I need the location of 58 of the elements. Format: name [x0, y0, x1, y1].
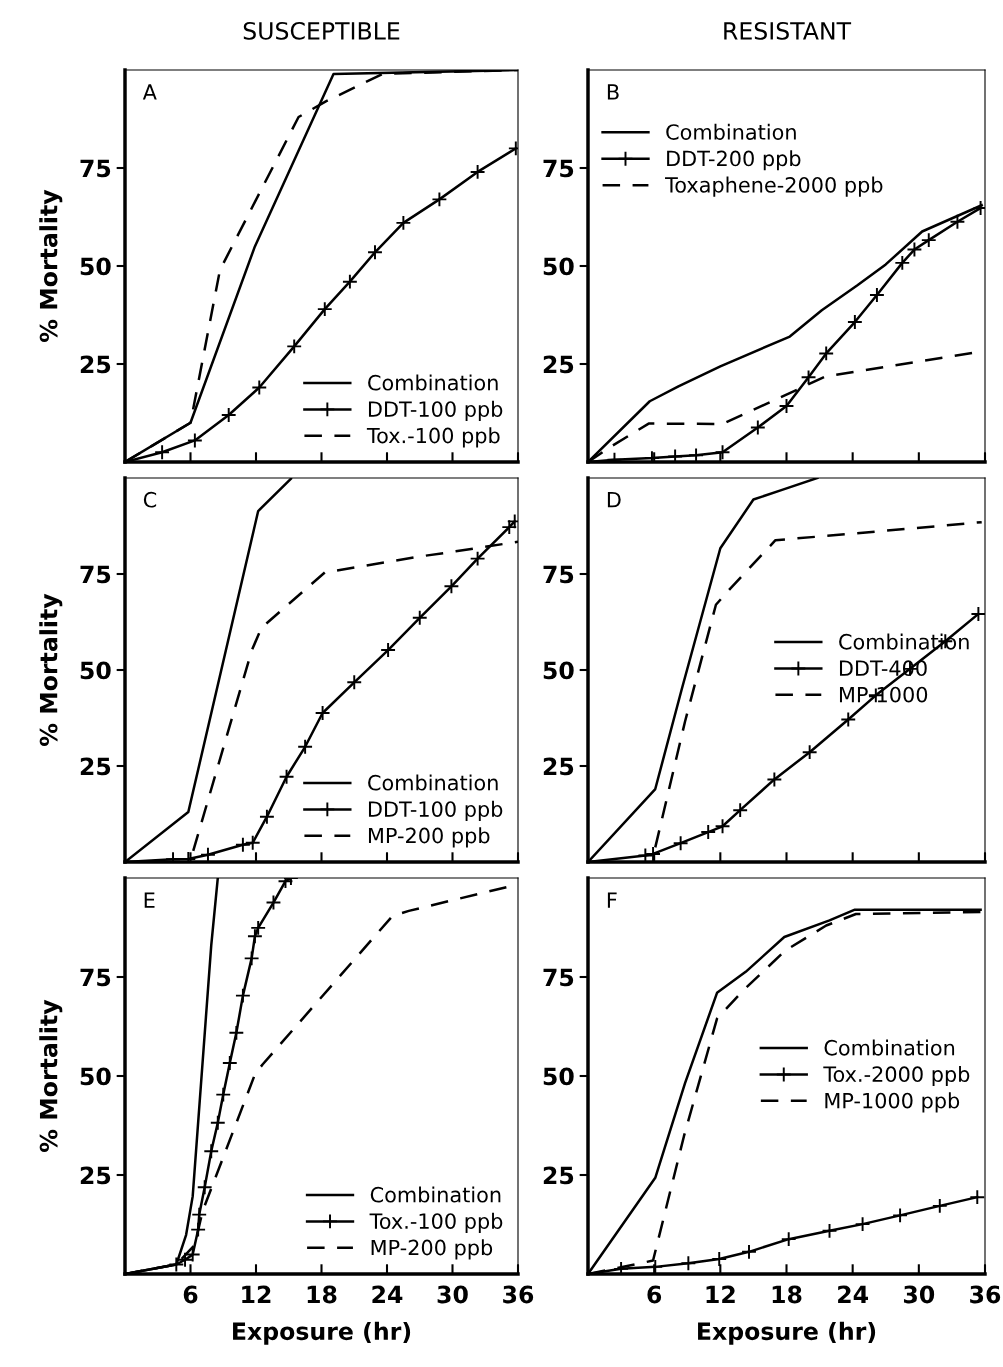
legend-label: Tox.-100 ppb	[369, 1212, 503, 1233]
x-tick-label: 12	[242, 1285, 271, 1304]
y-tick-label: 75	[543, 565, 574, 584]
legend-label: DDT-100 ppb	[368, 400, 503, 421]
legend-label: MP-200 ppb	[371, 1239, 493, 1260]
y-tick-label: 75	[80, 159, 111, 178]
legend-label: DDT-200 ppb	[667, 150, 801, 171]
y-axis-title: % Mortality	[39, 189, 63, 342]
legend-label: Tox.-100 ppb	[366, 427, 500, 448]
x-tick-label: 36	[970, 1285, 1001, 1304]
y-tick-label: 75	[543, 159, 574, 178]
y-tick-label: 25	[543, 1166, 574, 1185]
y-tick-label: 50	[80, 1067, 111, 1086]
y-tick-label: 25	[80, 355, 111, 374]
x-tick-label: 18	[307, 1285, 337, 1304]
annotation: F	[607, 892, 617, 908]
legend-label: Toxaphene-2000 ppb	[665, 176, 883, 197]
y-tick-label: 25	[543, 355, 574, 374]
x-axis-title: Exposure (hr)	[233, 1321, 411, 1345]
legend-label: Combination	[824, 1039, 955, 1056]
legend-label: Combination	[368, 774, 498, 791]
legend-label: Combination	[666, 123, 796, 140]
annotation: C	[143, 491, 157, 508]
y-axis-title: % Mortality	[39, 999, 63, 1152]
y-tick-label: 25	[80, 757, 111, 776]
x-tick-label: 6	[183, 1285, 198, 1304]
x-tick-label: 6	[647, 1285, 662, 1304]
x-tick-label: 24	[372, 1285, 403, 1304]
annotation: D	[607, 492, 621, 508]
y-tick-label: 50	[543, 1067, 574, 1086]
annotation: E	[144, 892, 155, 908]
y-tick-label: 50	[80, 257, 111, 276]
chart-title: RESISTANT	[724, 21, 852, 40]
y-tick-label: 50	[543, 257, 574, 276]
y-tick-label: 75	[543, 968, 574, 987]
annotation: B	[607, 84, 619, 100]
y-tick-label: 50	[80, 661, 111, 680]
legend-label: Combination	[368, 374, 498, 391]
chart-title: SUSCEPTIBLE	[243, 21, 400, 40]
x-tick-label: 30	[437, 1285, 468, 1304]
y-tick-label: 75	[80, 968, 111, 987]
y-tick-label: 25	[80, 1166, 111, 1185]
x-axis-title: Exposure (hr)	[698, 1321, 876, 1345]
legend-label: DDT-100 ppb	[368, 800, 503, 821]
x-tick-label: 12	[706, 1285, 735, 1304]
legend-label: MP-200 ppb	[368, 827, 490, 848]
x-tick-label: 30	[903, 1285, 935, 1304]
y-tick-label: 25	[543, 757, 574, 776]
y-axis-title: % Mortality	[39, 593, 63, 746]
x-tick-label: 36	[503, 1285, 534, 1304]
x-tick-label: 18	[772, 1285, 802, 1304]
legend-label: MP-1000 ppb	[825, 1092, 960, 1113]
legend-label: Combination	[370, 1186, 501, 1203]
annotation: A	[142, 84, 157, 100]
x-tick-label: 24	[838, 1285, 869, 1304]
y-tick-label: 50	[543, 661, 574, 680]
y-tick-label: 75	[80, 565, 111, 584]
legend-label: Tox.-2000 ppb	[823, 1065, 970, 1087]
